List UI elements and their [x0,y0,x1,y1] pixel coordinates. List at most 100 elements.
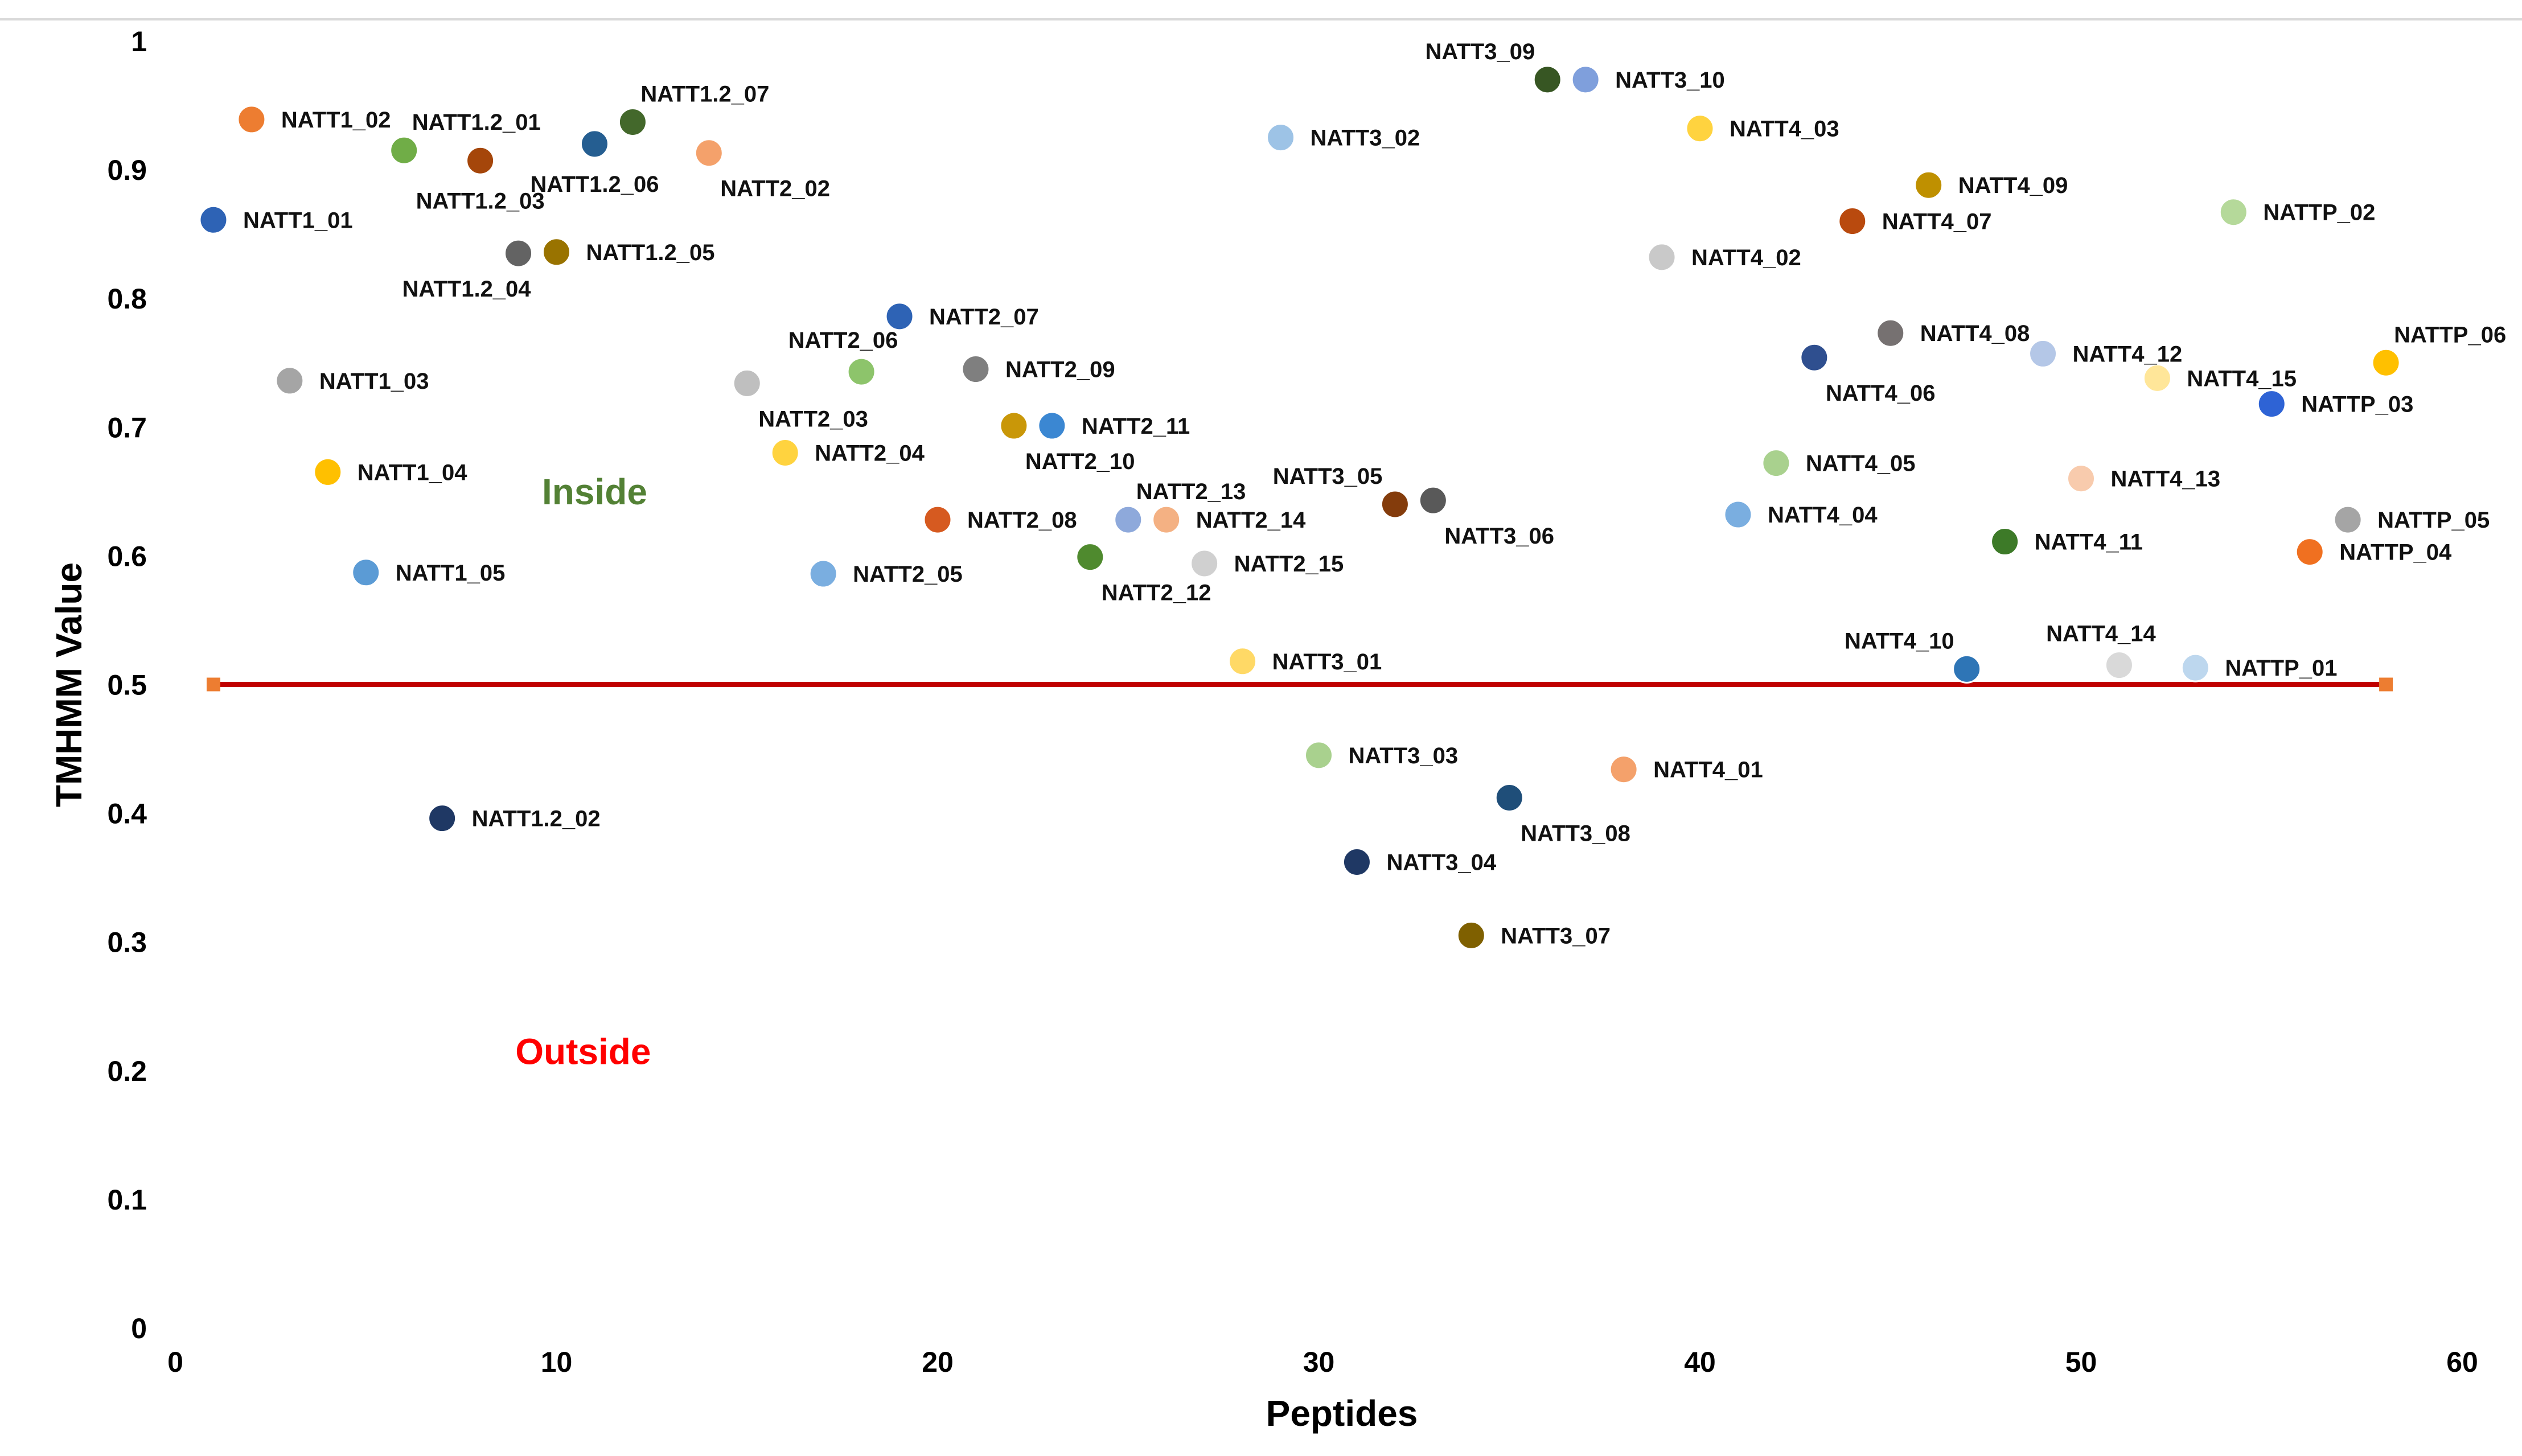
point-label: NATT2_09 [1005,357,1115,382]
data-point-natt1-01 [199,205,228,235]
point-label: NATT3_08 [1521,821,1630,846]
point-label: NATT2_13 [1136,479,1246,504]
data-point-natt2-15 [1190,549,1219,578]
threshold-line-group [206,677,2393,692]
y-tick-label: 0.7 [107,412,147,443]
data-point-natt1-05 [351,558,381,587]
y-tick-label: 0.5 [107,669,147,701]
point-label: NATT1_01 [243,208,353,233]
data-point-natt2-07 [885,302,914,331]
region-annotations: Inside Outside [515,471,651,1072]
data-point-natt1-2-03 [466,146,495,175]
threshold-end-marker [2379,677,2393,692]
data-point-natt2-12 [1075,542,1105,572]
data-point-natt4-02 [1647,242,1677,272]
point-labels: NATT1_01 NATT1_02 NATT1_03 NATT1_04 NATT1_05… [243,39,2506,949]
point-label: NATTP_04 [2339,540,2452,565]
y-tick-label: 0.1 [107,1184,147,1216]
point-label: NATT1_04 [358,460,467,485]
point-label: NATT1_02 [281,108,391,133]
point-label: NATT3_03 [1349,743,1459,768]
data-point-natt4-04 [1723,500,1753,529]
y-tick-label: 0.9 [107,154,147,186]
data-point-natt4-05 [1761,449,1791,478]
data-point-natt4-14 [2104,651,2134,680]
data-point-natt3-03 [1304,741,1333,770]
x-axis-ticks: 0 10 20 30 40 50 60 [167,1346,2478,1378]
point-label: NATT1.2_01 [412,110,541,135]
point-label: NATT1.2_07 [640,81,769,106]
point-label: NATT1.2_02 [472,807,601,832]
point-label: NATT2_14 [1196,508,1306,533]
data-point-natt2-11 [1037,411,1067,441]
data-point-natt1-04 [313,457,343,487]
data-point-natt1-2-07 [618,107,647,137]
data-point-natt3-05 [1380,490,1410,519]
data-point-nattp-02 [2219,198,2248,227]
point-label: NATTP_06 [2394,322,2506,347]
point-label: NATT2_11 [1082,414,1190,439]
point-label: NATT4_07 [1882,209,1992,235]
data-point-natt2-04 [770,438,800,468]
y-axis-ticks: 0 0.1 0.2 0.3 0.4 0.5 0.6 0.7 0.8 0.9 1 [107,26,147,1344]
point-label: NATT4_14 [2046,622,2156,647]
data-point-natt2-09 [961,355,991,384]
data-point-natt4-15 [2142,363,2172,393]
point-label: NATT4_08 [1920,321,2030,346]
point-label: NATT4_04 [1768,503,1878,528]
threshold-end-marker [206,677,220,692]
x-tick-label: 60 [2446,1346,2478,1378]
y-tick-label: 0.8 [107,283,147,315]
data-point-natt3-09 [1533,65,1562,94]
data-point-nattp-03 [2257,389,2286,419]
data-point-natt4-12 [2028,339,2058,368]
point-label: NATT1.2_06 [530,172,659,197]
data-point-natt3-04 [1342,848,1371,877]
point-label: NATT4_12 [2073,342,2183,367]
point-label: NATTP_01 [2225,656,2337,681]
data-point-natt2-03 [732,368,762,398]
point-label: NATT3_02 [1311,126,1420,151]
point-label: NATT4_02 [1691,245,1801,270]
point-label: NATT1.2_03 [416,188,545,213]
point-label: NATT2_07 [929,305,1039,330]
point-label: NATTP_02 [2263,200,2375,225]
y-tick-label: 0.2 [107,1055,147,1087]
point-label: NATT2_05 [853,562,963,587]
point-label: NATT2_03 [758,406,868,431]
point-label: NATT2_12 [1102,581,1211,606]
point-label: NATT2_04 [815,441,925,466]
point-label: NATT3_09 [1426,39,1535,64]
data-point-natt2-08 [923,505,952,534]
data-point-natt2-06 [847,357,876,386]
point-label: NATTP_03 [2301,392,2413,417]
data-point-natt3-01 [1228,647,1258,676]
point-label: NATT4_10 [1845,628,1954,653]
point-label: NATT3_01 [1272,649,1382,674]
data-point-natt2-13 [1114,505,1143,534]
data-point-nattp-05 [2333,505,2363,534]
y-tick-label: 0 [131,1313,147,1344]
data-point-natt4-13 [2067,464,2096,493]
point-label: NATT2_06 [788,328,898,353]
point-label: NATT4_06 [1826,381,1936,406]
data-point-natt4-11 [1990,527,2020,557]
data-point-natt1-2-06 [580,129,609,159]
point-label: NATT3_06 [1444,524,1554,549]
data-point-natt4-10 [1952,654,1982,684]
point-label: NATT3_10 [1615,68,1725,93]
data-point-natt4-06 [1800,343,1829,372]
point-label: NATT2_02 [720,176,830,201]
point-label: NATT1.2_04 [402,277,532,302]
point-label: NATT2_08 [967,508,1077,533]
x-tick-label: 30 [1303,1346,1335,1378]
point-label: NATT3_05 [1273,464,1383,489]
data-point-natt2-05 [808,559,838,589]
data-point-natt4-03 [1685,114,1715,143]
data-point-nattp-04 [2295,537,2324,567]
point-label: NATTP_05 [2377,508,2490,533]
data-point-nattp-01 [2180,653,2210,682]
point-label: NATT2_10 [1025,449,1135,474]
y-tick-label: 0.6 [107,540,147,572]
